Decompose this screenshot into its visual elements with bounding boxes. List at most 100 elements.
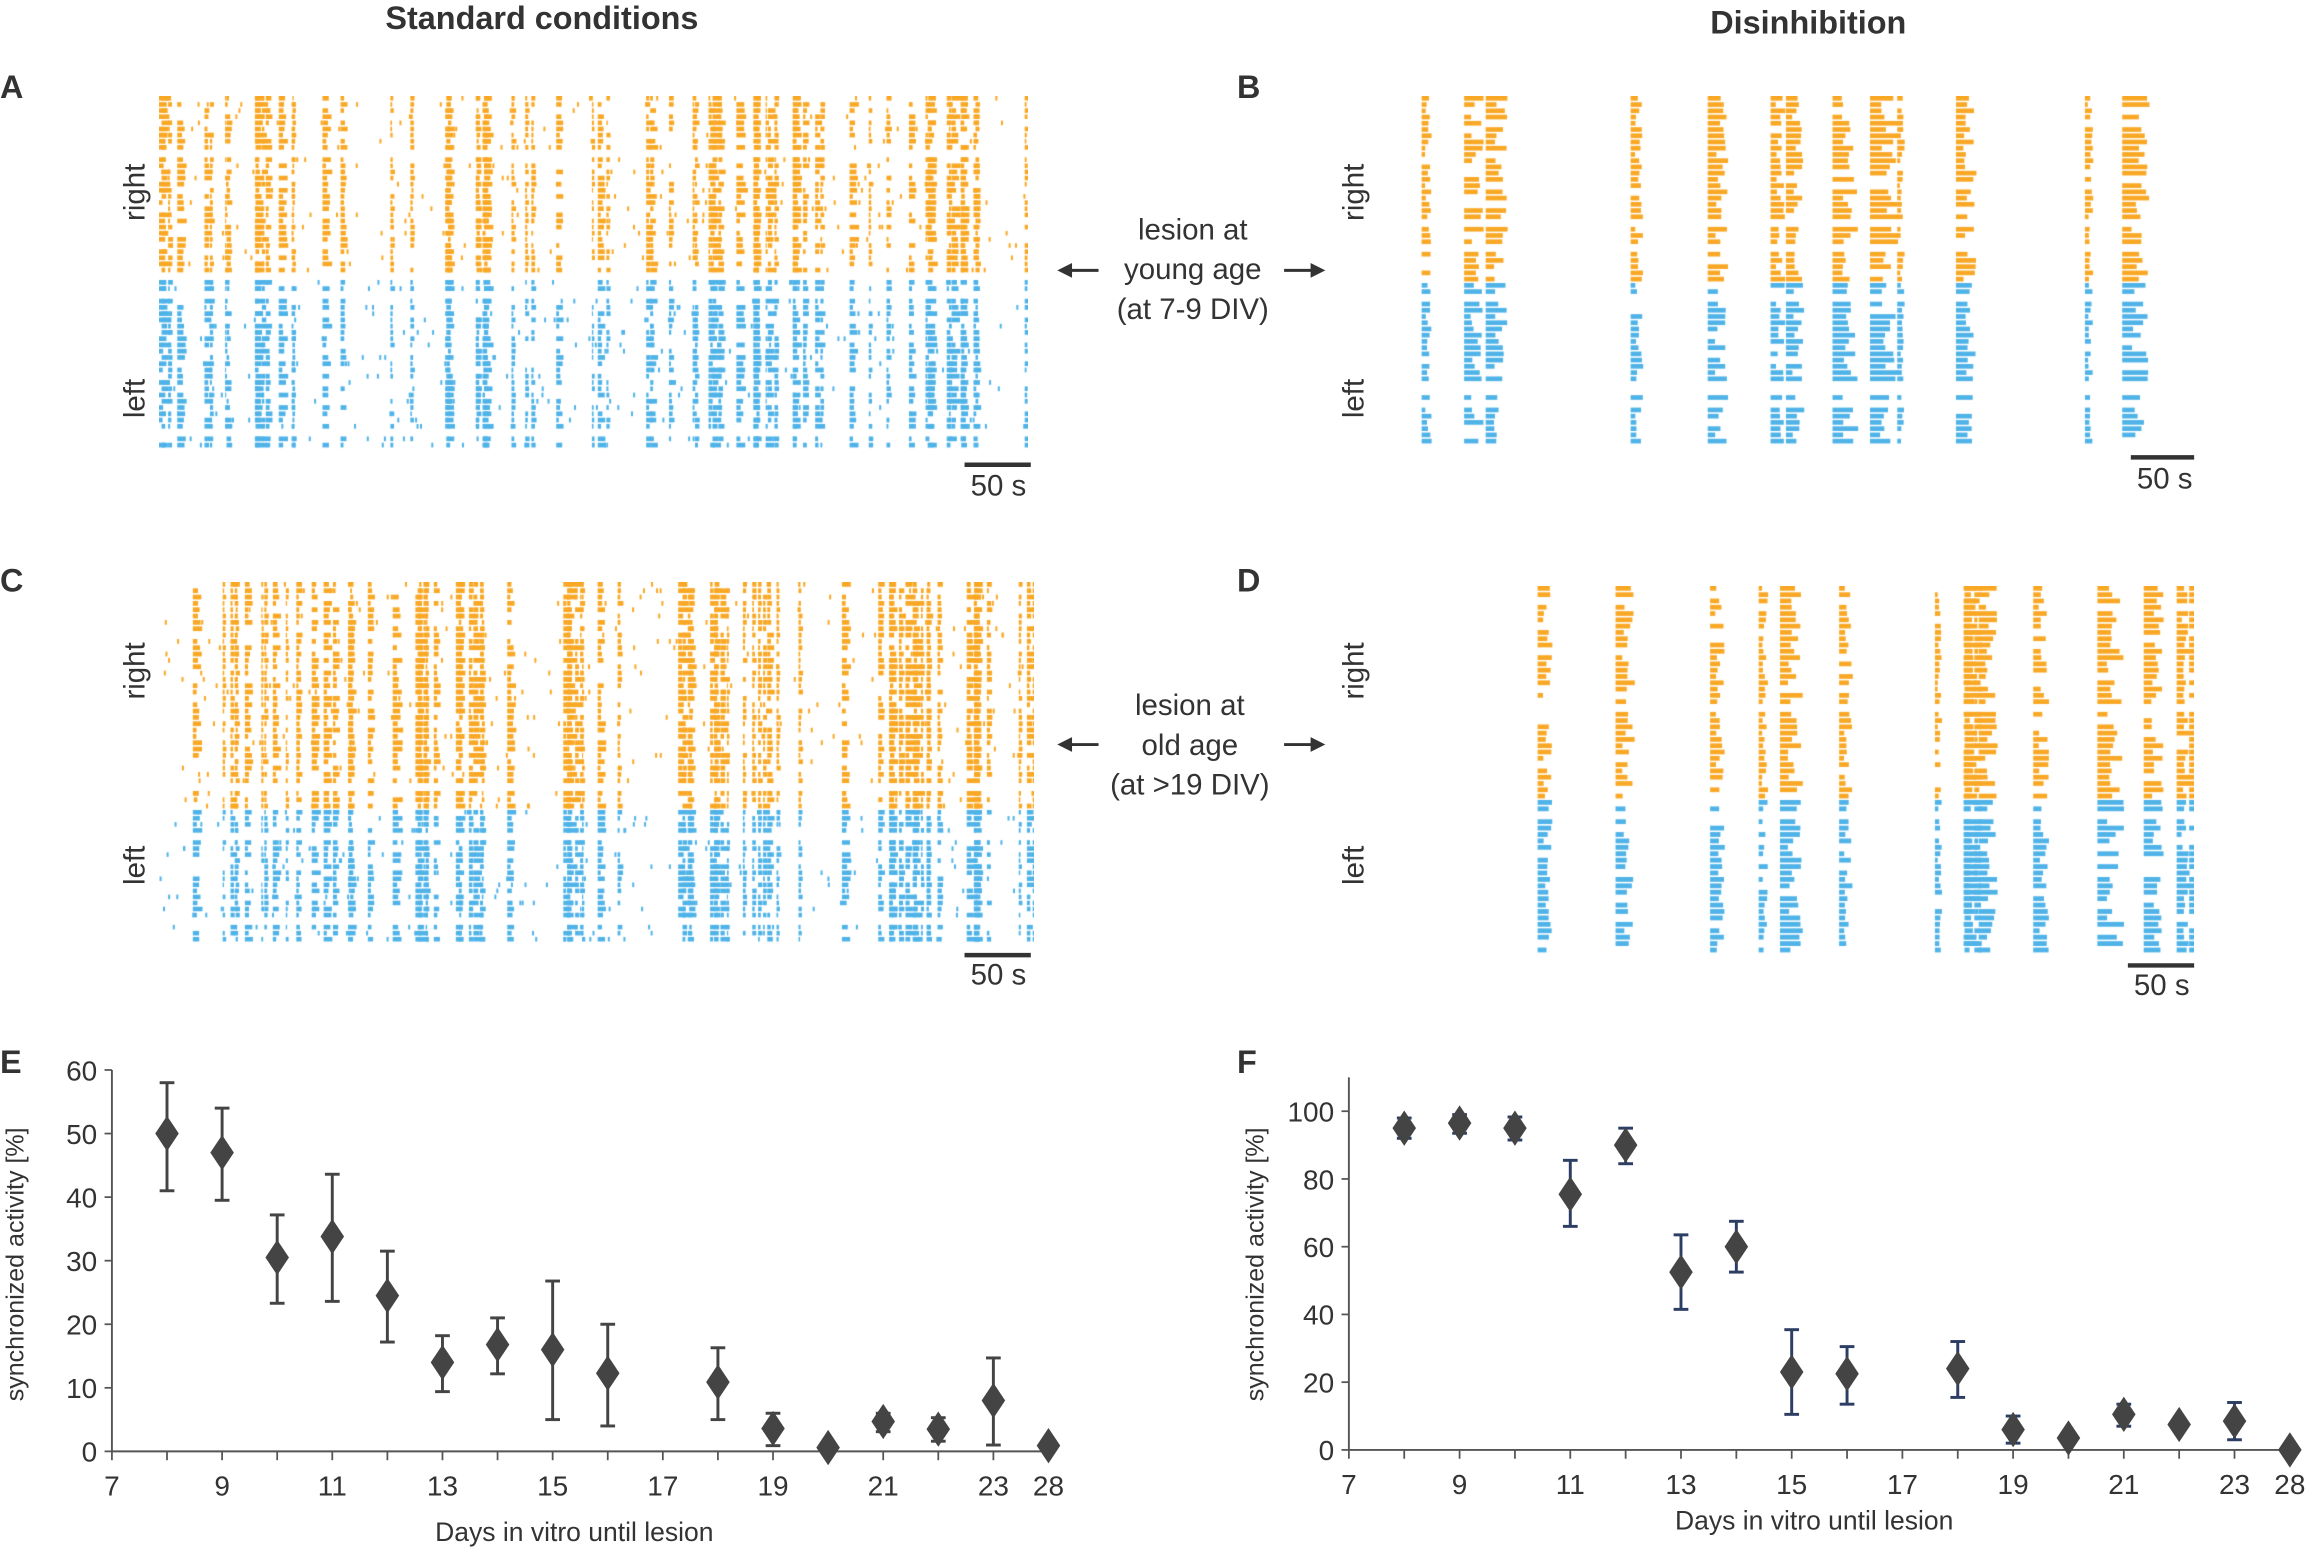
- data-point-diamond: [1447, 1105, 1472, 1141]
- data-point-diamond: [155, 1115, 179, 1152]
- arrow-right-icon: [1284, 737, 1326, 752]
- y-tick-label: 0: [1319, 1435, 1335, 1466]
- x-tick-label: 21: [2108, 1469, 2139, 1500]
- data-point-diamond: [430, 1344, 455, 1381]
- arrow-left-icon: [1057, 737, 1099, 752]
- x-tick-label: 13: [1665, 1469, 1696, 1500]
- scale-bar-d: 50 s: [2127, 963, 2195, 1002]
- data-point-diamond: [1945, 1350, 1970, 1387]
- data-point-diamond: [2222, 1403, 2247, 1439]
- data-point-diamond: [2167, 1406, 2191, 1443]
- x-tick-label: 21: [868, 1471, 899, 1502]
- scale-bar-b-label: 50 s: [2137, 462, 2193, 495]
- annotation-young-line-1: lesion at: [1138, 213, 1248, 246]
- x-tick-label: 7: [1341, 1469, 1357, 1500]
- data-point-diamond: [706, 1364, 730, 1400]
- data-point-diamond: [1558, 1176, 1583, 1212]
- data-point-diamond: [816, 1429, 840, 1466]
- y-tick-label: 40: [66, 1182, 97, 1213]
- x-tick-label: 11: [318, 1471, 347, 1502]
- heading-standard-conditions: Standard conditions: [385, 0, 698, 36]
- data-point-diamond: [2278, 1432, 2302, 1468]
- y-tick-label: 40: [1303, 1300, 1334, 1331]
- scale-bar-b: 50 s: [2130, 455, 2195, 495]
- data-point-diamond: [1724, 1229, 1749, 1265]
- data-point-diamond: [1835, 1356, 1859, 1392]
- y-tick-label: 20: [1303, 1367, 1334, 1398]
- y-tick-label: 30: [66, 1246, 97, 1277]
- data-point-diamond: [375, 1277, 400, 1314]
- chart-e-ylabel: synchronized activity [%]: [2, 1127, 30, 1401]
- panel-letter-c: C: [0, 562, 23, 598]
- raster-plot-b: [1372, 96, 2194, 445]
- y-tick-label: 100: [1287, 1097, 1334, 1128]
- x-tick-label: 28: [2274, 1469, 2305, 1500]
- y-tick-label: 0: [82, 1437, 98, 1468]
- annotation-young-age: lesion at young age (at 7-9 DIV): [1117, 213, 1269, 326]
- x-tick-label: 19: [757, 1471, 788, 1502]
- panel-letter-f: F: [1237, 1044, 1257, 1080]
- data-point-diamond: [320, 1218, 345, 1255]
- chart-f: F synchronized activity [%] Days in vitr…: [1237, 1044, 2305, 1535]
- y-tick-label: 50: [66, 1119, 97, 1150]
- data-point-diamond: [540, 1332, 565, 1368]
- label-left-d: left: [1338, 846, 1371, 885]
- y-tick-label: 10: [66, 1373, 97, 1404]
- chart-e: E synchronized activity [%] Days in vitr…: [0, 1044, 1064, 1547]
- label-right-b: right: [1338, 164, 1371, 221]
- x-tick-label: 28: [1033, 1471, 1064, 1502]
- label-left-c: left: [118, 846, 151, 885]
- annotation-old-line-1: lesion at: [1135, 689, 1245, 722]
- scale-bar-d-label: 50 s: [2134, 969, 2190, 1002]
- data-point-diamond: [595, 1355, 620, 1391]
- panel-letter-e: E: [0, 1044, 22, 1080]
- data-point-diamond: [2112, 1396, 2136, 1433]
- panel-letter-a: A: [0, 69, 23, 105]
- label-right-c: right: [118, 642, 151, 699]
- label-left-a: left: [118, 379, 151, 418]
- data-point-diamond: [981, 1382, 1006, 1419]
- panel-letter-b: B: [1237, 69, 1260, 105]
- chart-f-xlabel: Days in vitro until lesion: [1675, 1505, 1953, 1535]
- annotation-young-line-2: young age: [1124, 253, 1262, 286]
- x-tick-label: 19: [1998, 1469, 2029, 1500]
- annotation-old-line-2: old age: [1142, 729, 1239, 762]
- data-point-diamond: [1503, 1110, 1527, 1146]
- annotation-old-age: lesion at old age (at >19 DIV): [1110, 689, 1270, 802]
- y-tick-label: 20: [66, 1310, 97, 1341]
- data-point-diamond: [1779, 1354, 1804, 1390]
- data-point-diamond: [761, 1410, 785, 1447]
- label-right-a: right: [118, 164, 151, 221]
- data-point-diamond: [926, 1411, 951, 1447]
- data-point-diamond: [871, 1403, 895, 1440]
- raster-plot-c: [159, 582, 1034, 943]
- annotation-young-line-3: (at 7-9 DIV): [1117, 293, 1269, 326]
- annotation-old-line-3: (at >19 DIV): [1110, 769, 1270, 802]
- x-tick-label: 15: [1776, 1469, 1807, 1500]
- arrow-right-icon: [1284, 263, 1326, 278]
- data-point-diamond: [1669, 1254, 1693, 1290]
- x-tick-label: 11: [1556, 1469, 1585, 1500]
- x-tick-label: 9: [1452, 1469, 1468, 1500]
- x-tick-label: 9: [214, 1471, 230, 1502]
- data-point-diamond: [485, 1326, 510, 1363]
- chart-e-xlabel: Days in vitro until lesion: [435, 1517, 713, 1547]
- x-tick-label: 17: [1887, 1469, 1918, 1500]
- scale-bar-a-label: 50 s: [971, 470, 1027, 503]
- data-point-diamond: [1036, 1427, 1061, 1464]
- label-right-d: right: [1338, 642, 1371, 699]
- scale-bar-c-label: 50 s: [971, 959, 1027, 992]
- data-point-diamond: [265, 1239, 289, 1276]
- panel-letter-d: D: [1237, 562, 1260, 598]
- scale-bar-a: 50 s: [964, 462, 1031, 503]
- label-left-b: left: [1338, 379, 1371, 418]
- chart-f-ylabel: synchronized activity [%]: [1241, 1127, 1269, 1401]
- arrow-left-icon: [1057, 263, 1099, 278]
- x-tick-label: 23: [978, 1471, 1009, 1502]
- x-tick-label: 13: [427, 1471, 458, 1502]
- x-tick-label: 23: [2219, 1469, 2250, 1500]
- raster-plot-a: [159, 96, 1028, 449]
- raster-plot-d: [1377, 586, 2194, 954]
- data-point-diamond: [1392, 1110, 1417, 1146]
